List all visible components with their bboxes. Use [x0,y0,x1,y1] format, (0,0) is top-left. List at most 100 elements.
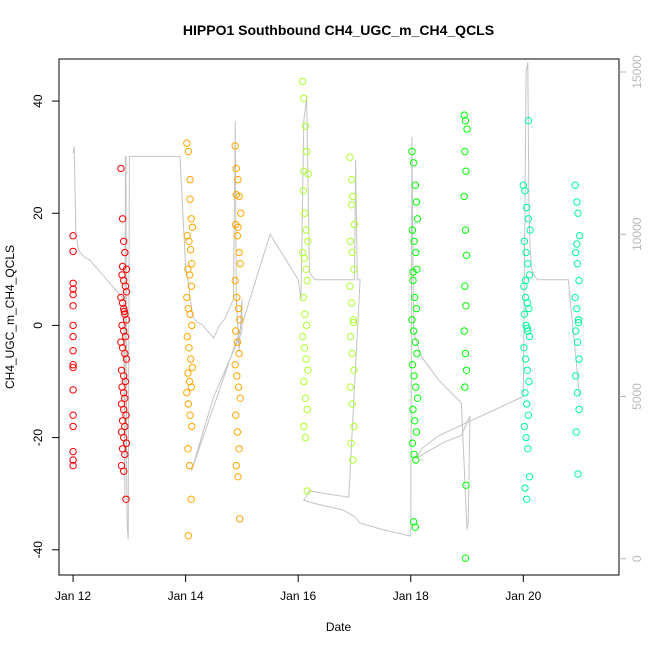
data-point [521,355,530,363]
data-point [121,422,129,431]
data-point [187,383,196,391]
data-point [520,422,529,431]
data-point [408,226,417,234]
data-point [302,226,310,234]
data-point [521,484,529,492]
data-point [231,276,239,285]
data-point [121,377,130,386]
data-point [118,262,127,271]
data-point [350,422,358,431]
data-point [234,473,242,481]
data-point [461,147,469,156]
data-point [525,304,533,313]
data-point [412,383,420,391]
data-point [573,240,581,248]
y-axis-left: -40 -20 0 20 40 [31,94,59,558]
data-point [348,349,356,358]
data-point [69,302,77,310]
data-point [187,282,196,290]
data-point [118,215,127,223]
data-point [348,201,356,209]
data-point [183,332,192,341]
data-point [572,248,580,257]
data-point [121,282,130,290]
data-point [462,167,470,175]
series-flight-5 [299,77,312,495]
data-point [120,304,128,313]
data-point [350,366,358,374]
data-point [411,417,419,425]
data-point [411,293,419,302]
data-point [348,175,356,184]
data-point [183,139,191,147]
y2-tick-label: 15000 [630,55,644,89]
data-point [304,237,312,246]
series-flight-4 [231,142,245,523]
data-point [412,456,420,464]
data-point [572,372,580,380]
data-point [187,215,196,223]
data-point [410,237,418,246]
data-point [304,366,312,374]
data-point [348,400,356,408]
data-point [236,260,244,268]
data-point [412,198,421,206]
data-point [572,327,580,335]
y2-tick-label: 10000 [630,217,644,251]
y-tick-label: 40 [31,94,45,108]
data-point [300,377,308,386]
data-point [410,372,418,380]
data-point [461,117,470,125]
data-point [188,422,196,431]
data-point [524,260,532,268]
data-point [118,299,127,307]
x-axis: Jan 12 Jan 14 Jan 16 Jan 18 Jan 20 [55,575,542,603]
data-point [232,164,241,173]
data-point [120,237,128,246]
data-point [523,495,531,503]
data-point [233,338,242,346]
series-flight-9 [519,117,534,503]
data-point [462,366,471,374]
series-flight-8 [460,111,471,562]
data-point [69,279,77,287]
data-point [184,532,193,540]
data-point [525,377,533,386]
data-point [303,487,311,495]
data-point [188,321,196,330]
data-point [299,77,307,86]
data-point [234,304,243,313]
data-point [184,400,193,408]
data-point [122,495,130,503]
data-point [524,411,533,419]
data-point [574,209,582,217]
data-point [411,181,419,189]
data-point [121,394,129,402]
data-point [185,237,193,246]
data-point [121,332,130,341]
data-point [349,192,357,201]
data-point [188,260,196,268]
data-point [233,372,241,380]
data-point [120,389,128,397]
data-point [233,428,242,436]
data-point [299,187,307,195]
data-point [575,355,583,363]
x-tick-label: Jan 18 [393,589,429,603]
y-tick-label: -20 [31,429,45,447]
data-point [300,422,308,431]
data-point [300,344,309,352]
data-point [185,461,194,470]
data-point [301,310,309,318]
data-point [236,515,244,523]
data-point [413,215,422,223]
data-point [573,260,582,268]
data-point [188,223,197,232]
data-point [69,332,77,341]
data-point [461,383,469,391]
data-point [524,117,533,125]
data-point [575,276,583,285]
data-point [520,237,529,246]
series-flight-1 [69,232,77,470]
data-point [185,271,194,279]
